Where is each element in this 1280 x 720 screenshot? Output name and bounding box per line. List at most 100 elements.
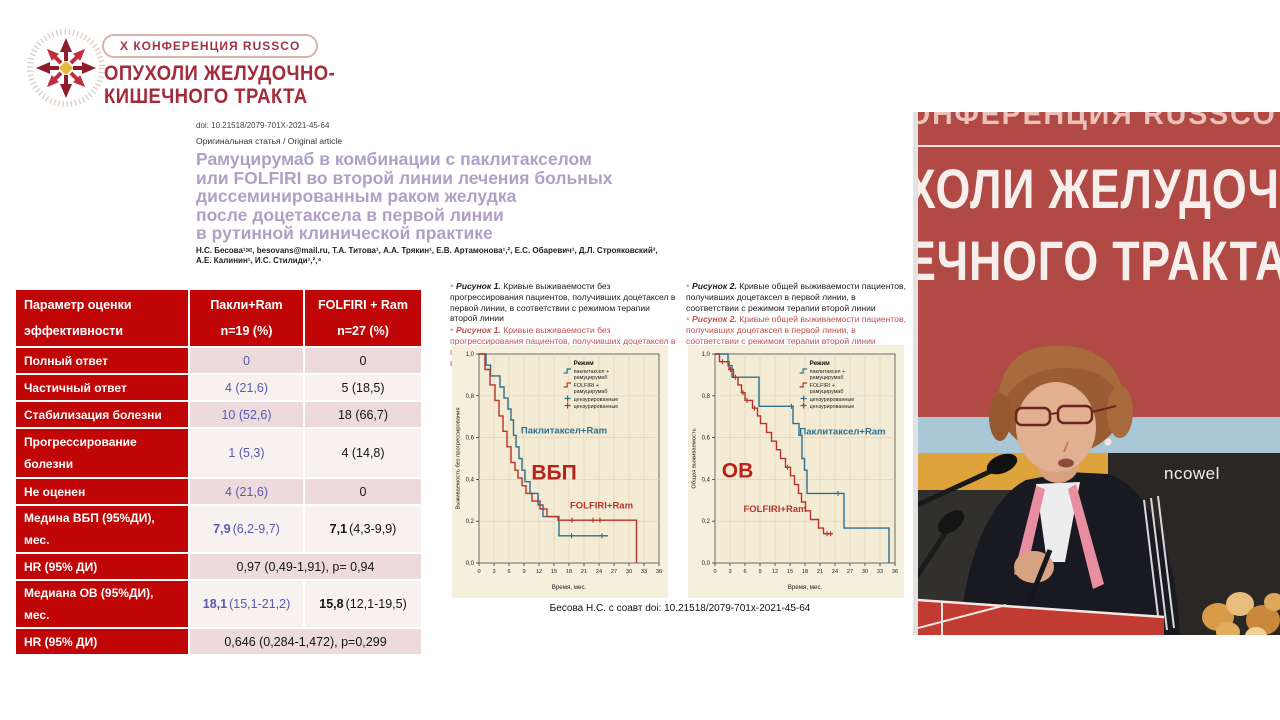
svg-text:цензурированные: цензурированные [810,397,855,403]
svg-text:12: 12 [772,569,778,575]
svg-text:9: 9 [758,569,761,575]
table-row: Медина ВБП (95%ДИ), мес. 7,9 (6,2-9,7) 7,1(… [16,506,421,552]
row-label: HR (95% ДИ) [16,629,188,654]
svg-text:цензурированные: цензурированные [574,404,619,410]
figure-2-caption-text: Кривые общей выживаемости пациентов, пол… [686,281,907,313]
svg-text:паклитаксел +: паклитаксел + [810,369,846,375]
svg-text:36: 36 [892,569,898,575]
bullet-icon: ● [686,283,690,290]
flowers [1202,592,1280,635]
svg-text:33: 33 [641,569,647,575]
svg-text:рамуцирумаб: рамуцирумаб [574,375,608,381]
paper-title-line: Рамуцирумаб в комбинации с паклитакселом [196,149,592,169]
authors-line2: А.Е. Калинин¹, И.С. Стилиди¹,²,⁴ [196,256,322,265]
paper-title-line: в рутинной клинической практике [196,223,493,243]
paper-doi: doi: 10.21518/2079-701X-2021-45-64 [196,121,330,130]
svg-text:Время, мес.: Время, мес. [788,584,823,591]
svg-text:12: 12 [536,569,542,575]
svg-text:0,4: 0,4 [702,477,711,483]
table-row: HR (95% ДИ) 0,97 (0,49-1,91), p= 0,94 [16,554,421,579]
svg-text:18: 18 [566,569,572,575]
table-row: Медиана ОВ (95%ДИ), мес. 18,1 (15,1-21,2) 1… [16,581,421,627]
svg-text:30: 30 [626,569,632,575]
row-label: Частичный ответ [16,375,188,400]
svg-text:0: 0 [713,569,716,575]
row-value: 4 (14,8) [305,429,421,477]
svg-text:цензурированные: цензурированные [574,397,619,403]
table-header-row: Параметр оценки эффективности Пакли+Ram … [16,290,421,346]
paper-authors: Н.С. Бесова¹✉, besovans@mail.ru, Т.А. Ти… [196,246,716,266]
svg-text:24: 24 [832,569,838,575]
figure-2-number: Рисунок 2. [692,281,737,291]
row-value: 5 (18,5) [305,375,421,400]
paper-title: Рамуцирумаб в комбинации с паклитакселом… [196,150,676,243]
authors-line1: Н.С. Бесова¹✉, besovans@mail.ru, Т.А. Ти… [196,246,658,255]
svg-text:Выживаемость без прогрессирова: Выживаемость без прогрессирования [456,407,462,509]
svg-text:0,2: 0,2 [466,519,475,525]
svg-text:цензурированные: цензурированные [810,404,855,410]
row-value: 4 (21,6) [190,375,303,400]
efficacy-table: Параметр оценки эффективности Пакли+Ram … [14,288,423,656]
svg-text:36: 36 [656,569,662,575]
bullet-icon: ● [450,327,454,334]
svg-text:FOLFIRI +: FOLFIRI + [574,383,599,389]
svg-text:Паклитаксел+Ram: Паклитаксел+Ram [521,425,607,436]
svg-text:0,6: 0,6 [466,436,475,442]
podium [918,598,1165,635]
article-type: Оригинальная статья / Original article [196,136,343,146]
backdrop-top-text: ОНФЕРЕНЦИЯ RUSSCO [913,112,1277,131]
svg-text:0,2: 0,2 [702,519,711,525]
paper-title-line: после доцетаксела в первой линии [196,204,504,225]
svg-text:15: 15 [787,569,793,575]
oncoweb-wall-text: ncowel [1164,464,1220,483]
svg-text:18: 18 [802,569,808,575]
svg-text:6: 6 [507,569,510,575]
row-value: 18 (66,7) [305,402,421,427]
figure-1-number: Рисунок 1. [456,281,501,291]
sleeve-stripes [1143,495,1175,633]
backdrop-line1: ХОЛИ ЖЕЛУДОЧН [913,157,1280,220]
svg-text:9: 9 [522,569,525,575]
svg-text:21: 21 [581,569,587,575]
svg-text:0: 0 [477,569,480,575]
svg-text:15: 15 [551,569,557,575]
paper-title-line: или FOLFIRI во второй линии лечения боль… [196,167,613,188]
svg-text:Общая выживаемость: Общая выживаемость [692,428,698,488]
svg-text:Паклитаксел+Ram: Паклитаксел+Ram [799,427,885,438]
svg-text:0,8: 0,8 [466,394,475,400]
conference-badge: X КОНФЕРЕНЦИЯ RUSSCO [102,34,319,58]
row-value: 7,1 (4,3-9,9) [305,506,421,552]
conference-brand: X КОНФЕРЕНЦИЯ RUSSCO ОПУХОЛИ ЖЕЛУДОЧНО- … [26,26,446,116]
speaker-scene [918,345,1280,635]
figure-2-captions: ● Рисунок 2. Кривые общей выживаемости п… [686,281,910,347]
table-row: Прогрессирование болезни 1 (5,3) 4 (14,8) [16,429,421,477]
row-value: 7,9 (6,2-9,7) [190,506,303,552]
svg-text:рамуцирумаб: рамуцирумаб [810,389,844,395]
svg-text:паклитаксел +: паклитаксел + [574,369,610,375]
row-value: 10 (52,6) [190,402,303,427]
svg-text:0,0: 0,0 [466,561,475,567]
svg-text:3: 3 [728,569,731,575]
figure-2-caption: ● Рисунок 2. Кривые общей выживаемости п… [686,281,910,313]
row-label: Полный ответ [16,348,188,373]
conference-title-line1: ОПУХОЛИ ЖЕЛУДОЧНО- [104,62,336,85]
row-label: HR (95% ДИ) [16,554,188,579]
row-value: 0 [305,479,421,504]
svg-text:ВБП: ВБП [531,461,576,484]
row-value: 1 (5,3) [190,429,303,477]
table-row: Не оценен 4 (21,6) 0 [16,479,421,504]
figure-1-caption-text: Кривые выживаемости без прогрессирования… [450,281,676,324]
speaker-video-feed: ОНФЕРЕНЦИЯ RUSSCO ХОЛИ ЖЕЛУДОЧН ЕЧНОГО Т… [913,112,1280,635]
efficacy-table-body: Полный ответ 0 0 Частичный ответ 4 (21,6) 5 (… [16,348,421,654]
svg-text:27: 27 [611,569,617,575]
glasses-icon [1014,404,1117,427]
row-value: 4 (21,6) [190,479,303,504]
row-label: Не оценен [16,479,188,504]
russco-logo-icon [27,29,105,107]
row-value: 18,1 (15,1-21,2) [190,581,303,627]
row-value-span: 0,646 (0,284-1,472), p=0,299 [190,629,421,654]
paper-title-line: диссеминированным раком желудка [196,186,517,206]
row-value: 0 [190,348,303,373]
svg-text:ОВ: ОВ [722,459,754,482]
